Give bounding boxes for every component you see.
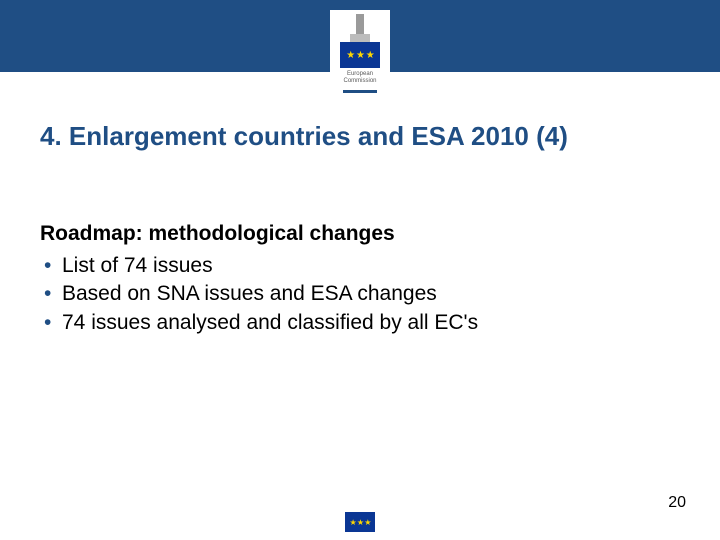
bullet-list: List of 74 issues Based on SNA issues an…	[40, 252, 680, 337]
ec-logo: ★ ★ ★ European Commission	[330, 10, 390, 98]
page-number: 20	[668, 494, 686, 512]
ec-logo-line2: Commission	[343, 78, 376, 84]
ec-logo-underline	[343, 90, 377, 93]
slide: ★ ★ ★ European Commission 4. Enlargement…	[0, 0, 720, 540]
content-subtitle: Roadmap: methodological changes	[40, 222, 680, 246]
eu-flag-icon: ★ ★ ★	[340, 42, 380, 68]
list-item: 74 issues analysed and classified by all…	[40, 309, 680, 337]
footer-eu-flag-icon: ★ ★ ★	[345, 512, 375, 532]
ec-logo-text: European Commission	[343, 71, 376, 84]
slide-title: 4. Enlargement countries and ESA 2010 (4…	[40, 120, 680, 154]
list-item: Based on SNA issues and ESA changes	[40, 280, 680, 308]
list-item: List of 74 issues	[40, 252, 680, 280]
slide-content: Roadmap: methodological changes List of …	[40, 222, 680, 337]
ec-logo-line1: European	[347, 71, 373, 77]
